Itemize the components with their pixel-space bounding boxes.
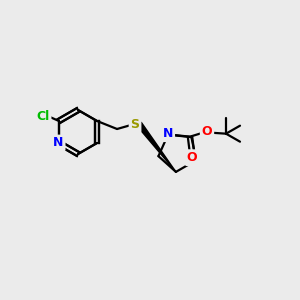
Text: O: O [187,151,197,164]
Text: S: S [130,118,140,131]
Text: Cl: Cl [36,110,50,122]
Polygon shape [137,122,176,172]
Text: N: N [53,136,64,149]
Text: N: N [163,127,173,140]
Text: O: O [202,125,212,138]
